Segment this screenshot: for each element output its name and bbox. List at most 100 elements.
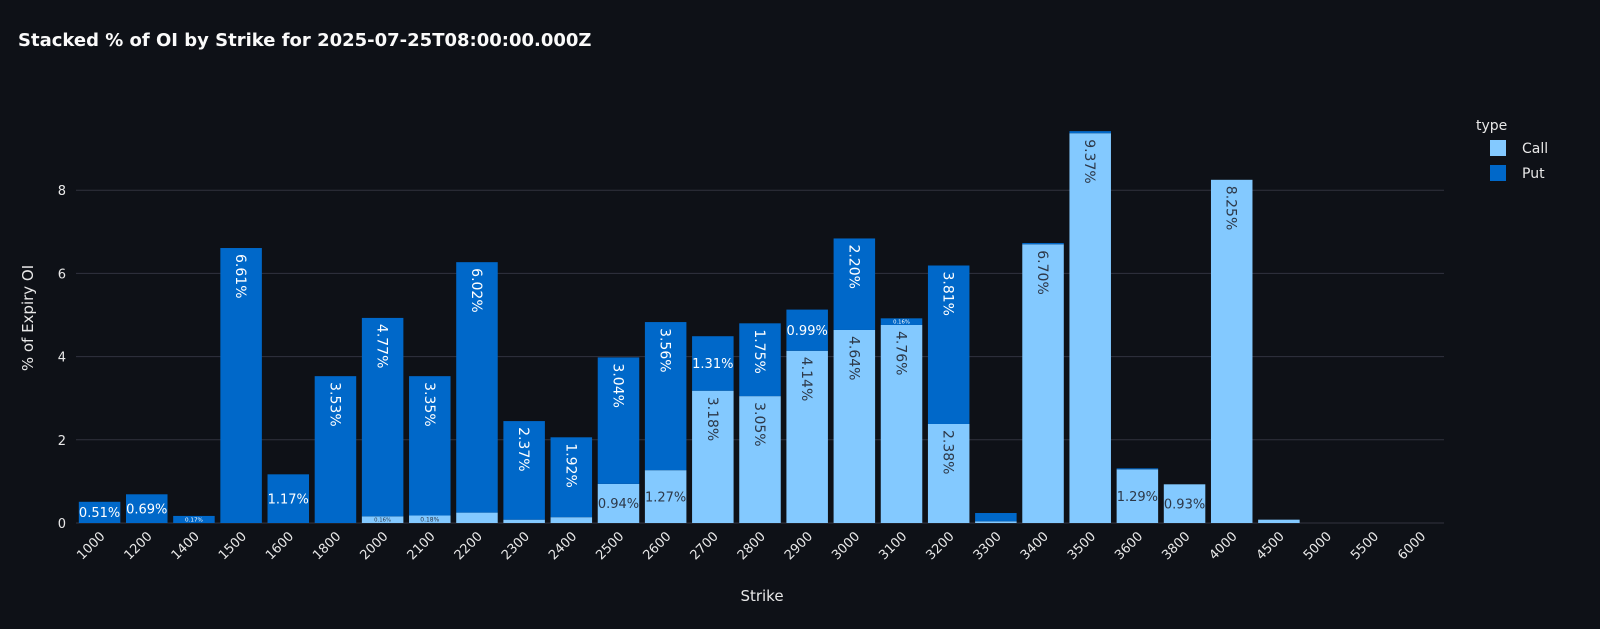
bar-call-2400 [550, 517, 593, 523]
data-label-put-2400: 1.92% [562, 443, 578, 487]
data-label-call-2700: 3.18% [704, 397, 720, 441]
bar-call-2200 [456, 512, 498, 523]
x-tick-label: 1500 [216, 529, 250, 563]
bar-put-3500 [1069, 131, 1111, 134]
x-tick-label: 4000 [1207, 529, 1241, 563]
x-tick-label: 6000 [1395, 529, 1429, 563]
data-label-put-3100: 0.16% [893, 320, 910, 326]
bar-put-2400 [550, 437, 593, 518]
bar-put-1500 [220, 248, 262, 524]
bar-put-1600 [267, 474, 310, 523]
x-tick-label: 1400 [169, 529, 203, 563]
legend-swatch-call [1490, 140, 1506, 156]
x-tick-label: 3100 [876, 529, 910, 563]
x-tick-label: 3000 [829, 529, 863, 563]
y-tick-label: 8 [58, 184, 66, 199]
data-label-call-4000: 8.25% [1223, 186, 1239, 230]
bar-call-3000 [833, 329, 876, 523]
legend-swatch-put [1490, 165, 1506, 181]
data-label-put-1400: 0.17% [185, 518, 204, 524]
bar-put-2800 [739, 323, 781, 397]
bar-put-3200 [927, 265, 970, 424]
x-tick-label: 2600 [640, 529, 674, 563]
x-tick-label: 2000 [357, 529, 391, 563]
data-label-call-2000: 0.16% [374, 518, 391, 524]
bar-put-3100 [880, 318, 923, 325]
bar-call-3400 [1022, 244, 1064, 523]
bar-call-3600 [1116, 469, 1159, 523]
x-tick-label: 1600 [263, 529, 297, 563]
x-tick-label: 2100 [405, 529, 439, 563]
bar-call-3800 [1163, 484, 1206, 523]
data-label-put-2700: 1.31% [692, 357, 733, 372]
data-label-call-3200: 2.38% [940, 430, 956, 474]
data-label-put-3200: 3.81% [940, 271, 956, 315]
x-tick-label: 3200 [924, 529, 958, 563]
x-tick-label: 2800 [735, 529, 769, 563]
data-label-put-1600: 1.17% [268, 492, 309, 507]
x-tick-label: 3500 [1065, 529, 1099, 563]
bar-put-2500 [597, 357, 640, 484]
x-axis-ticks: 1000 1200 1400 1500 1600 1800 2000 2100 2200 2300… [74, 529, 1429, 563]
data-label-call-3800: 0.93% [1164, 497, 1205, 512]
x-tick-label: 2400 [546, 529, 580, 563]
data-label-put-2900: 0.99% [787, 324, 828, 339]
data-label-call-2600: 1.27% [645, 490, 686, 505]
bar-call-4000 [1210, 179, 1253, 524]
data-label-call-3500: 9.37% [1081, 139, 1097, 183]
data-label-put-2000: 4.77% [374, 324, 390, 368]
x-tick-label: 1200 [122, 529, 156, 563]
bar-call-2700 [692, 390, 734, 523]
data-label-put-1500: 6.61% [232, 254, 248, 298]
legend-label-put: Put [1522, 166, 1545, 182]
bar-put-2100 [409, 376, 451, 516]
x-tick-label: 1800 [310, 529, 344, 563]
data-label-put-2100: 3.35% [421, 382, 437, 426]
data-label-call-3600: 1.29% [1117, 490, 1158, 505]
data-label-call-3100: 4.76% [892, 331, 908, 375]
bar-call-3500 [1069, 133, 1111, 523]
data-label-put-2600: 3.56% [657, 328, 673, 372]
data-label-put-2200: 6.02% [468, 268, 484, 312]
data-label-put-2300: 2.37% [515, 427, 531, 471]
data-label-put-1200: 0.69% [126, 502, 167, 517]
bar-put-1800 [314, 376, 357, 523]
x-tick-label: 5000 [1301, 529, 1335, 563]
bar-put-2000 [361, 317, 404, 517]
x-tick-label: 3600 [1112, 529, 1146, 563]
bar-call-4500 [1258, 519, 1300, 523]
legend-title: type [1476, 118, 1507, 134]
bar-put-2700 [692, 336, 734, 391]
bar-put-1400 [173, 515, 215, 523]
bar-call-3100 [880, 324, 923, 523]
bar-call-2600 [644, 470, 687, 523]
x-tick-label: 4500 [1254, 529, 1288, 563]
bar-put-2900 [786, 309, 828, 351]
bar-call-2900 [786, 350, 828, 523]
y-axis-ticks: 0 2 4 6 8 [58, 184, 66, 532]
data-label-put-3000: 2.20% [845, 244, 861, 288]
legend: type Call Put [1476, 118, 1548, 182]
bar-put-1200 [126, 494, 168, 523]
x-tick-label: 2200 [452, 529, 486, 563]
chart-title: Stacked % of OI by Strike for 2025-07-25… [18, 30, 592, 51]
bar-put-3300 [975, 513, 1017, 522]
bar-call-3300 [975, 521, 1017, 523]
y-tick-label: 2 [58, 434, 66, 449]
x-tick-label: 2700 [688, 529, 722, 563]
x-tick-label: 3400 [1018, 529, 1052, 563]
bar-put-2300 [503, 421, 545, 520]
bar-put-3600 [1116, 468, 1159, 470]
bar-call-2800 [739, 396, 781, 523]
x-tick-label: 2900 [782, 529, 816, 563]
y-tick-label: 6 [58, 267, 66, 282]
x-tick-label: 1000 [74, 529, 108, 563]
x-tick-label: 2500 [593, 529, 627, 563]
x-tick-label: 2300 [499, 529, 533, 563]
bar-call-2300 [503, 519, 545, 523]
data-label-call-2100: 0.18% [420, 516, 439, 523]
bar-put-2200 [456, 262, 498, 513]
x-tick-label: 3300 [971, 529, 1005, 563]
